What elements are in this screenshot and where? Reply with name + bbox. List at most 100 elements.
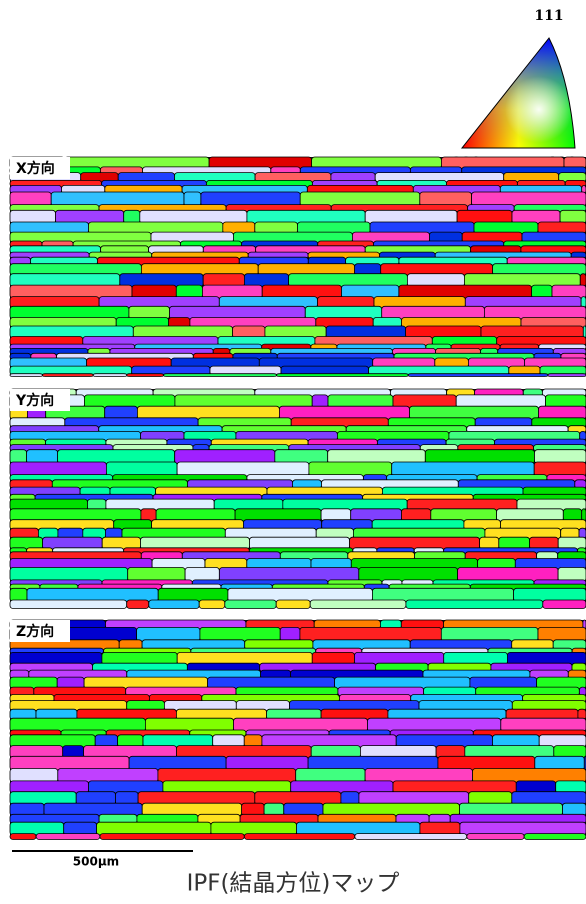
grain [552, 285, 586, 298]
grain [458, 568, 558, 582]
grain [10, 769, 58, 783]
grain [396, 735, 492, 747]
grain [93, 374, 127, 377]
grain [457, 210, 512, 223]
grain [76, 792, 115, 805]
grain [408, 374, 548, 377]
grain [10, 306, 129, 319]
legend-triangle-white [462, 38, 575, 148]
grain [420, 192, 472, 206]
grain [460, 822, 586, 835]
grain [202, 285, 262, 298]
grain [399, 285, 532, 298]
grain [580, 274, 586, 287]
grain [10, 568, 128, 582]
ipf-map: X方向 [10, 157, 586, 377]
grain [10, 792, 76, 805]
grain [58, 769, 158, 783]
grain [10, 756, 129, 770]
grain [548, 374, 586, 377]
grain [10, 285, 132, 298]
grain [501, 718, 586, 731]
grain [10, 600, 127, 609]
grain [472, 192, 586, 206]
grain [535, 450, 586, 464]
grain [128, 568, 185, 582]
panel-label: Z方向 [16, 623, 54, 640]
grain [539, 406, 586, 419]
grain [538, 627, 586, 641]
grain [382, 306, 485, 319]
grain [10, 210, 56, 223]
grain [129, 756, 226, 770]
grain [328, 450, 426, 464]
grain [143, 735, 213, 747]
grain [296, 769, 365, 783]
grain [532, 285, 552, 298]
grain [164, 374, 277, 377]
grain [120, 274, 203, 287]
grain [441, 627, 538, 641]
grain [473, 769, 586, 783]
grain [368, 718, 501, 731]
grain [493, 735, 540, 747]
grain [116, 792, 139, 805]
grain [118, 735, 143, 747]
grain [512, 210, 560, 223]
grain [355, 834, 467, 840]
grain [10, 718, 145, 731]
grain [105, 406, 138, 419]
grain [100, 834, 244, 840]
grain [308, 756, 438, 770]
grain [341, 792, 359, 805]
grain [392, 462, 535, 476]
grain [51, 192, 184, 206]
grain [228, 588, 373, 601]
grain [309, 462, 392, 476]
grain [469, 792, 512, 805]
grain [342, 285, 399, 298]
grain [275, 450, 328, 464]
grain [365, 210, 457, 223]
panel-label: X方向 [16, 160, 55, 177]
grain [234, 718, 368, 731]
figure: 111 001 101 X方向Y方向Z方向 500μm IPF(結晶方位)マップ [0, 0, 586, 900]
grain [58, 450, 175, 464]
grain [543, 600, 586, 609]
grain [372, 588, 513, 601]
grain [201, 192, 300, 206]
grain [106, 462, 177, 476]
grain [534, 462, 586, 476]
grain [289, 274, 408, 287]
grain [10, 192, 51, 206]
grain [484, 306, 586, 319]
grain [211, 822, 297, 835]
caption: IPF(結晶方位)マップ [187, 871, 400, 897]
grain [310, 600, 406, 609]
grain [300, 192, 420, 206]
grain [305, 306, 382, 319]
grain [132, 285, 176, 298]
grain [280, 627, 300, 641]
scale-bar-label: 500μm [73, 855, 119, 869]
grain [27, 450, 58, 464]
grain [359, 792, 469, 805]
grain [262, 735, 396, 747]
grain [127, 374, 164, 377]
grain [10, 462, 106, 476]
grain [27, 588, 158, 601]
grain [137, 406, 279, 419]
grain [410, 406, 539, 419]
grain [225, 600, 276, 609]
grain [420, 822, 460, 835]
ipf-map: Z方向 [10, 620, 586, 840]
grain [97, 822, 211, 835]
grain [95, 735, 117, 747]
grain [438, 756, 535, 770]
grain [359, 568, 458, 582]
grain [10, 374, 42, 377]
grain [140, 210, 247, 223]
grain [42, 374, 93, 377]
grain [219, 568, 358, 582]
grain [158, 588, 228, 601]
